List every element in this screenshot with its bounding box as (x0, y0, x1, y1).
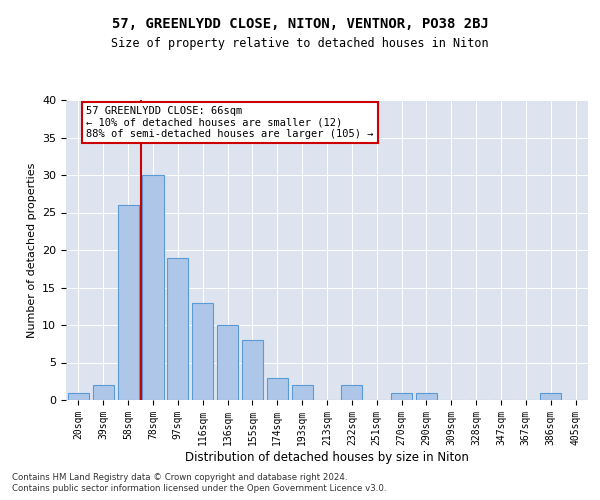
Bar (217, 325, 238, 400)
Bar (391, 392, 412, 400)
Bar (292, 385, 313, 400)
Bar (192, 302, 213, 400)
Text: Contains HM Land Registry data © Crown copyright and database right 2024.: Contains HM Land Registry data © Crown c… (12, 473, 347, 482)
Bar (142, 175, 164, 400)
Bar (416, 392, 437, 400)
Bar (242, 340, 263, 400)
Text: 57, GREENLYDD CLOSE, NITON, VENTNOR, PO38 2BJ: 57, GREENLYDD CLOSE, NITON, VENTNOR, PO3… (112, 18, 488, 32)
Bar (68, 392, 89, 400)
Bar (93, 385, 114, 400)
Y-axis label: Number of detached properties: Number of detached properties (26, 162, 37, 338)
X-axis label: Distribution of detached houses by size in Niton: Distribution of detached houses by size … (185, 450, 469, 464)
Bar (118, 205, 139, 400)
Bar (267, 378, 288, 400)
Text: Contains public sector information licensed under the Open Government Licence v3: Contains public sector information licen… (12, 484, 386, 493)
Bar (167, 258, 188, 400)
Text: 57 GREENLYDD CLOSE: 66sqm
← 10% of detached houses are smaller (12)
88% of semi-: 57 GREENLYDD CLOSE: 66sqm ← 10% of detac… (86, 106, 373, 139)
Bar (540, 392, 561, 400)
Text: Size of property relative to detached houses in Niton: Size of property relative to detached ho… (111, 38, 489, 51)
Bar (341, 385, 362, 400)
